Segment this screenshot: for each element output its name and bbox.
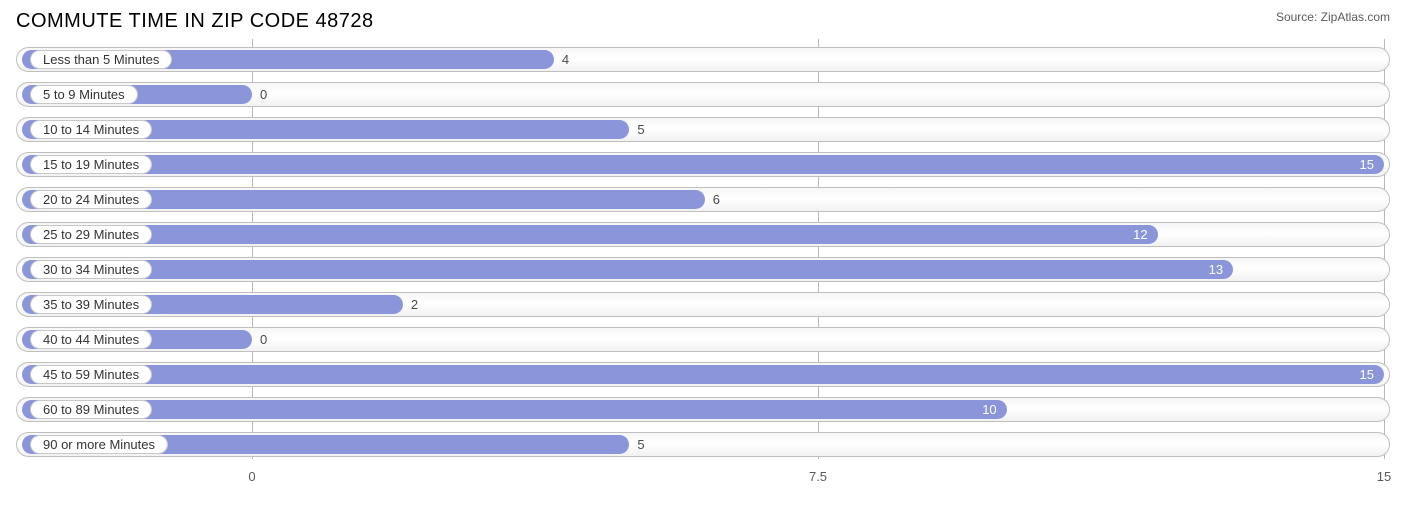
bar-row: 15 15 to 19 Minutes [16, 150, 1390, 179]
bar-row: 6 20 to 24 Minutes [16, 185, 1390, 214]
bar-value: 10 [982, 402, 996, 417]
bar-fill: 15 [22, 155, 1384, 174]
bar-fill: 15 [22, 365, 1384, 384]
bar-value: 0 [260, 87, 267, 102]
x-axis-tick-label: 0 [248, 469, 255, 484]
bar-value: 2 [411, 297, 418, 312]
chart-bars-container: 4 Less than 5 Minutes 0 5 to 9 Minutes 5 10 t… [16, 45, 1390, 459]
bar-value: 4 [562, 52, 569, 67]
bar-row: 0 40 to 44 Minutes [16, 325, 1390, 354]
bar-value: 0 [260, 332, 267, 347]
bar-value: 13 [1209, 262, 1223, 277]
bar-category-label: 45 to 59 Minutes [30, 365, 152, 384]
bar-fill: 10 [22, 400, 1007, 419]
bar-category-label: 60 to 89 Minutes [30, 400, 152, 419]
bar-fill: 12 [22, 225, 1158, 244]
bar-value: 12 [1133, 227, 1147, 242]
bar-row: 2 35 to 39 Minutes [16, 290, 1390, 319]
bar-category-label: 10 to 14 Minutes [30, 120, 152, 139]
bar-row: 13 30 to 34 Minutes [16, 255, 1390, 284]
bar-row: 10 60 to 89 Minutes [16, 395, 1390, 424]
bar-row: 4 Less than 5 Minutes [16, 45, 1390, 74]
bar-row: 5 90 or more Minutes [16, 430, 1390, 459]
bar-category-label: 15 to 19 Minutes [30, 155, 152, 174]
chart-title: COMMUTE TIME IN ZIP CODE 48728 [16, 10, 374, 33]
bar-value: 5 [637, 437, 644, 452]
bar-value: 6 [713, 192, 720, 207]
x-axis-tick-label: 7.5 [809, 469, 827, 484]
bar-category-label: 35 to 39 Minutes [30, 295, 152, 314]
bar-category-label: 40 to 44 Minutes [30, 330, 152, 349]
chart-plot-area: 4 Less than 5 Minutes 0 5 to 9 Minutes 5 10 t… [0, 39, 1406, 459]
chart-header: COMMUTE TIME IN ZIP CODE 48728 Source: Z… [0, 0, 1406, 39]
bar-category-label: 90 or more Minutes [30, 435, 168, 454]
bar-row: 0 5 to 9 Minutes [16, 80, 1390, 109]
x-axis-tick-label: 15 [1377, 469, 1391, 484]
bar-value: 15 [1360, 367, 1374, 382]
chart-x-axis: 0 7.5 15 [16, 465, 1390, 493]
bar-row: 15 45 to 59 Minutes [16, 360, 1390, 389]
chart-source: Source: ZipAtlas.com [1276, 10, 1390, 24]
bar-row: 5 10 to 14 Minutes [16, 115, 1390, 144]
bar-category-label: 5 to 9 Minutes [30, 85, 138, 104]
bar-category-label: 20 to 24 Minutes [30, 190, 152, 209]
bar-row: 12 25 to 29 Minutes [16, 220, 1390, 249]
bar-value: 15 [1360, 157, 1374, 172]
bar-category-label: Less than 5 Minutes [30, 50, 172, 69]
bar-category-label: 30 to 34 Minutes [30, 260, 152, 279]
bar-category-label: 25 to 29 Minutes [30, 225, 152, 244]
bar-fill: 13 [22, 260, 1233, 279]
bar-value: 5 [637, 122, 644, 137]
